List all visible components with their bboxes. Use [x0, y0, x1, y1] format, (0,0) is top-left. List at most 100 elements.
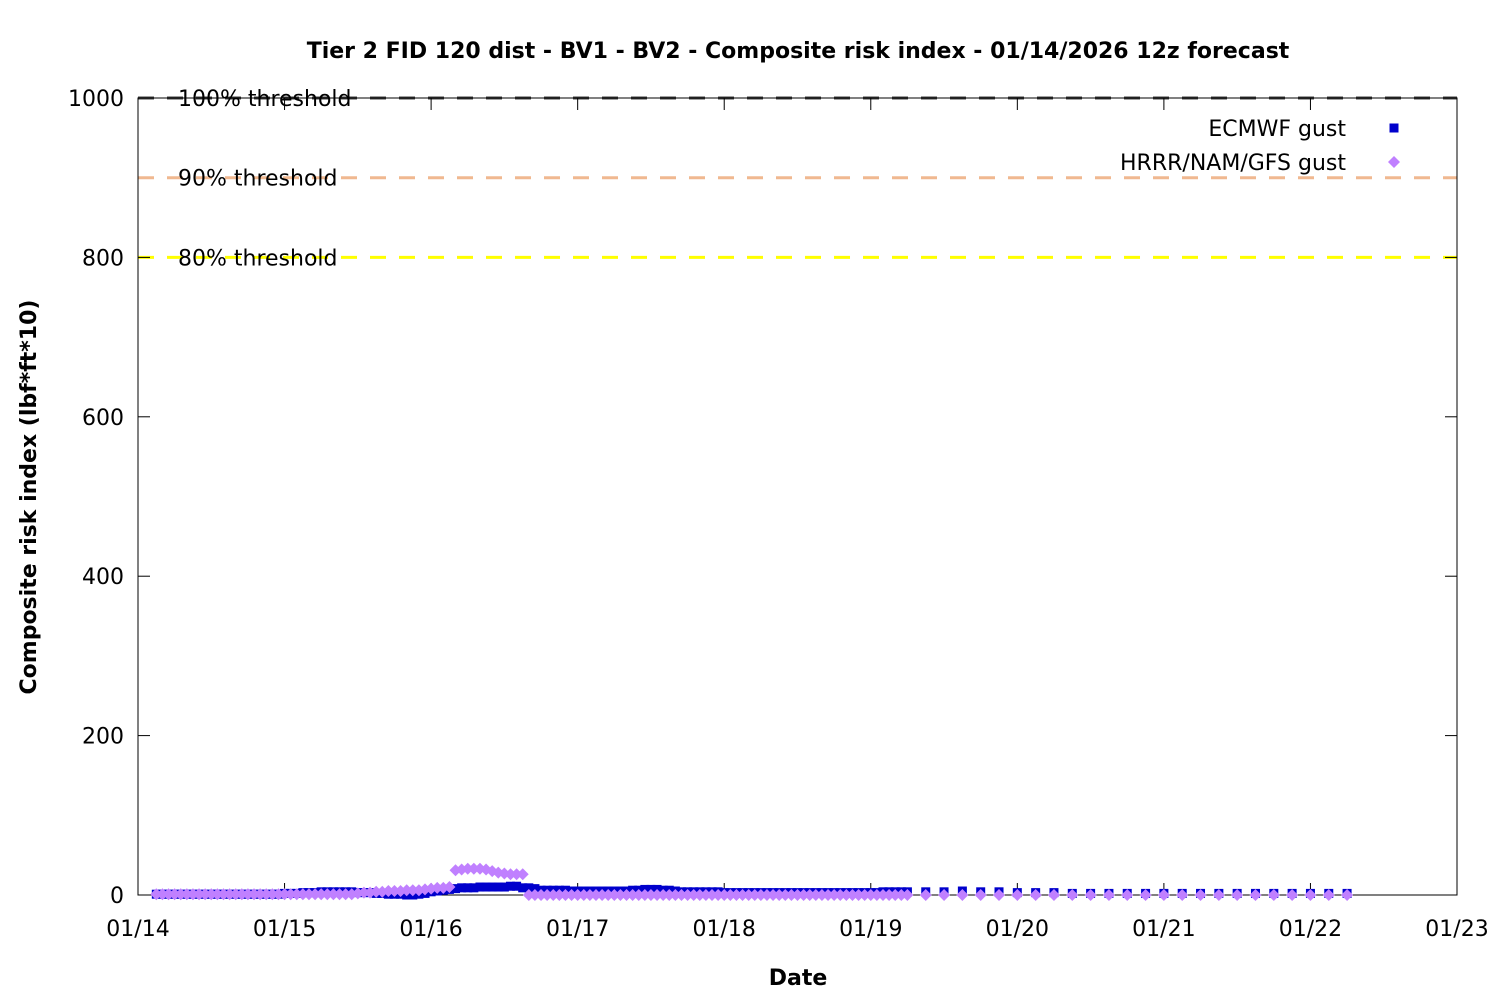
- hrrr-point: [1286, 889, 1299, 901]
- ecmwf-point: [451, 884, 461, 894]
- hrrr-point: [302, 888, 315, 901]
- hrrr-point: [791, 889, 804, 901]
- x-tick-label: 01/21: [1132, 917, 1195, 942]
- hrrr-point: [822, 889, 835, 901]
- hrrr-point: [858, 889, 871, 901]
- hrrr-point: [327, 888, 340, 901]
- hrrr-point: [1121, 889, 1134, 901]
- hrrr-point: [333, 888, 346, 901]
- hrrr-point: [186, 888, 199, 901]
- legend-label: ECMWF gust: [1208, 117, 1346, 142]
- hrrr-point: [815, 889, 828, 901]
- hrrr-point: [205, 888, 218, 901]
- x-tick-label: 01/17: [546, 917, 609, 942]
- hrrr-point: [382, 885, 395, 898]
- hrrr-point: [388, 885, 401, 898]
- hrrr-point: [467, 862, 480, 875]
- hrrr-point: [596, 889, 609, 901]
- hrrr-point: [1176, 889, 1189, 901]
- hrrr-point: [651, 889, 664, 901]
- hrrr-point: [889, 889, 902, 901]
- hrrr-point: [571, 889, 584, 901]
- hrrr-point: [1157, 889, 1170, 901]
- hrrr-point: [260, 888, 273, 901]
- hrrr-point: [730, 889, 743, 901]
- hrrr-point: [797, 889, 810, 901]
- threshold-label: 80% threshold: [178, 246, 338, 271]
- hrrr-point: [284, 888, 297, 901]
- hrrr-point: [956, 889, 969, 901]
- hrrr-point: [620, 889, 633, 901]
- hrrr-point: [272, 888, 285, 901]
- hrrr-point: [1322, 889, 1335, 901]
- hrrr-point: [235, 888, 248, 901]
- x-tick-label: 01/22: [1279, 917, 1342, 942]
- y-tick-label: 0: [110, 884, 124, 909]
- hrrr-point: [461, 862, 474, 875]
- hrrr-point: [162, 888, 175, 901]
- threshold-label: 100% threshold: [178, 87, 352, 112]
- hrrr-point: [718, 889, 731, 901]
- hrrr-point: [156, 888, 169, 901]
- hrrr-point: [1267, 889, 1280, 901]
- hrrr-point: [296, 888, 309, 901]
- x-tick-label: 01/23: [1425, 917, 1488, 942]
- hrrr-point: [938, 889, 951, 901]
- hrrr-point: [779, 889, 792, 901]
- hrrr-point: [754, 889, 767, 901]
- hrrr-point: [168, 888, 181, 901]
- x-tick-label: 01/18: [693, 917, 756, 942]
- hrrr-point: [254, 888, 267, 901]
- hrrr-point: [706, 889, 719, 901]
- chart-title: Tier 2 FID 120 dist - BV1 - BV2 - Compos…: [307, 39, 1290, 64]
- hrrr-point: [895, 889, 908, 901]
- hrrr-point: [589, 889, 602, 901]
- hrrr-point: [760, 889, 773, 901]
- hrrr-point: [248, 888, 261, 901]
- hrrr-point: [901, 889, 914, 901]
- hrrr-point: [828, 889, 841, 901]
- ecmwf-point: [512, 881, 522, 891]
- hrrr-point: [565, 889, 578, 901]
- hrrr-point: [370, 885, 383, 898]
- hrrr-point: [724, 889, 737, 901]
- y-tick-label: 200: [82, 725, 124, 750]
- hrrr-point: [541, 889, 554, 901]
- hrrr-point: [767, 889, 780, 901]
- ecmwf-point: [463, 883, 473, 893]
- hrrr-point: [675, 889, 688, 901]
- threshold-label: 90% threshold: [178, 167, 338, 192]
- ecmwf-point: [481, 882, 491, 892]
- hrrr-point: [180, 888, 193, 901]
- hrrr-point: [583, 889, 596, 901]
- y-tick-label: 400: [82, 565, 124, 590]
- hrrr-point: [229, 888, 242, 901]
- x-tick-label: 01/15: [253, 917, 316, 942]
- ecmwf-point: [505, 881, 515, 891]
- hrrr-point: [1139, 889, 1152, 901]
- x-axis-label: Date: [769, 966, 828, 991]
- hrrr-point: [1231, 889, 1244, 901]
- hrrr-point: [199, 888, 212, 901]
- hrrr-point: [431, 881, 444, 894]
- y-tick-label: 1000: [68, 87, 124, 112]
- hrrr-point: [1047, 889, 1060, 901]
- hrrr-point: [840, 889, 853, 901]
- hrrr-point: [803, 889, 816, 901]
- ecmwf-point: [475, 882, 485, 892]
- hrrr-point: [742, 889, 755, 901]
- hrrr-point: [644, 889, 657, 901]
- hrrr-point: [608, 889, 621, 901]
- hrrr-point: [681, 889, 694, 901]
- hrrr-point: [443, 881, 456, 894]
- hrrr-point: [150, 888, 163, 901]
- hrrr-point: [321, 888, 334, 901]
- hrrr-point: [1212, 889, 1225, 901]
- hrrr-point: [1388, 156, 1400, 168]
- hrrr-point: [876, 889, 889, 901]
- hrrr-point: [773, 889, 786, 901]
- hrrr-point: [919, 889, 932, 901]
- hrrr-point: [663, 889, 676, 901]
- hrrr-point: [626, 889, 639, 901]
